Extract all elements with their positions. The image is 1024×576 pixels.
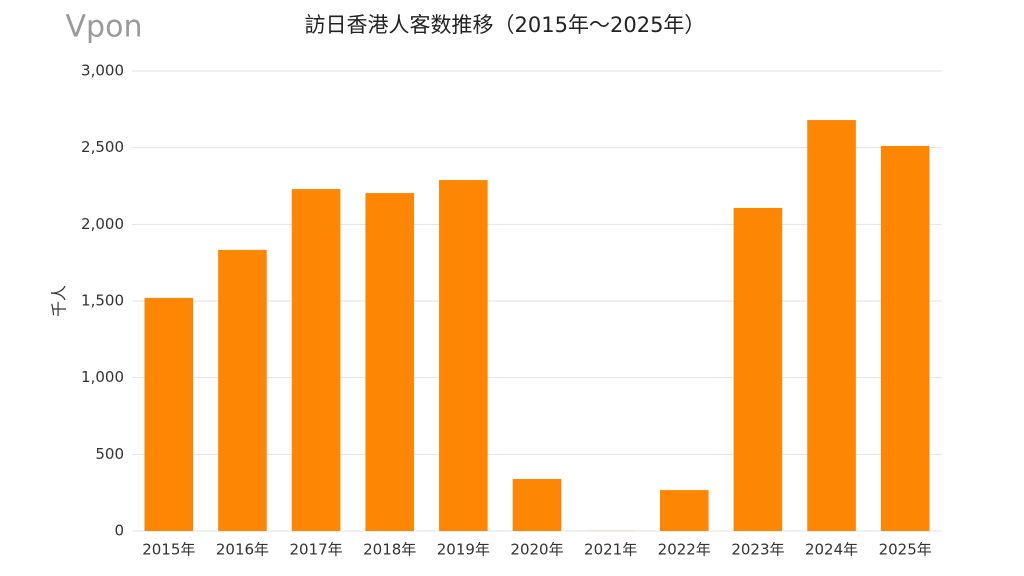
bar (218, 249, 267, 531)
x-tick-label: 2020年 (510, 541, 563, 559)
bar (439, 180, 488, 531)
bar (512, 479, 562, 531)
x-tick-label: 2016年 (216, 541, 269, 559)
x-tick-label: 2017年 (289, 541, 342, 559)
x-tick-label: 2023年 (731, 541, 784, 559)
x-tick-label: 2022年 (658, 541, 711, 559)
x-tick-label: 2018年 (363, 541, 416, 559)
x-tick-label: 2025年 (879, 541, 932, 559)
x-tick-label: 2021年 (584, 541, 637, 559)
y-tick-label: 1,000 (81, 368, 124, 386)
y-tick-label: 1,500 (81, 292, 124, 310)
y-tick-label: 0 (114, 522, 124, 540)
bar (807, 120, 856, 532)
bar (365, 193, 415, 531)
x-tick-label: 2024年 (805, 541, 858, 559)
y-axis-label: 千人 (50, 285, 69, 317)
bar (144, 297, 194, 531)
chart-title: 訪日香港人客数推移（2015年～2025年） (305, 13, 706, 37)
bar (659, 490, 709, 531)
y-tick-label: 2,500 (81, 138, 124, 156)
x-tick-label: 2015年 (142, 541, 195, 559)
y-tick-label: 3,000 (81, 62, 124, 80)
bar (291, 189, 341, 532)
y-tick-label: 500 (95, 445, 124, 463)
x-tick-label: 2019年 (437, 541, 490, 559)
logo: Vpon (66, 10, 143, 45)
bar (733, 207, 783, 531)
y-tick-label: 2,000 (81, 215, 124, 233)
bar (880, 145, 930, 532)
